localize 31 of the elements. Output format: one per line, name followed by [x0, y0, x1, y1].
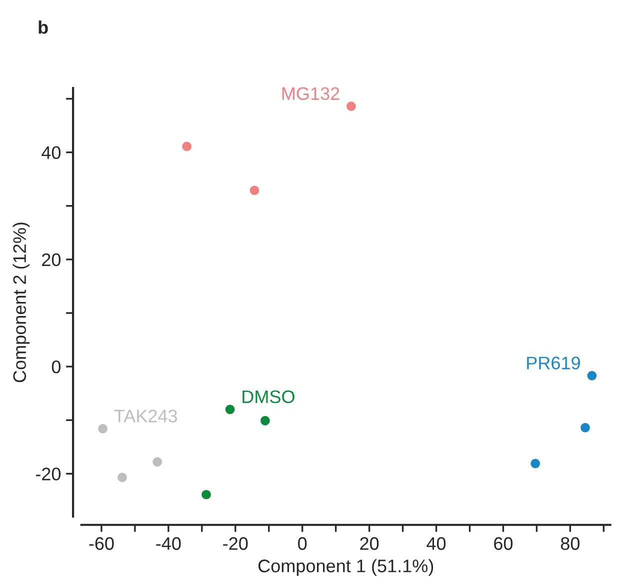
x-tick-label: -20 — [223, 537, 248, 550]
y-tick-label: 0 — [52, 360, 61, 374]
x-tick-label: 0 — [298, 537, 307, 550]
series-label: PR619 — [527, 356, 580, 370]
chart-title: b — [38, 20, 48, 34]
x-axis-title: Component 1 (51.1%) — [258, 559, 434, 576]
point — [587, 371, 597, 380]
point — [530, 458, 540, 468]
x-tick-label: 40 — [426, 537, 446, 550]
point — [152, 457, 162, 467]
x-tick-label: -60 — [89, 537, 114, 550]
y-tick-label: 40 — [42, 146, 61, 160]
series-label: MG132 — [282, 87, 340, 100]
series-label: TAK243 — [114, 410, 178, 422]
x-tick-label: 60 — [494, 537, 513, 550]
x-tick-label: 80 — [560, 537, 580, 550]
x-tick-label: 20 — [360, 537, 379, 550]
y-tick-label: -20 — [36, 468, 61, 480]
series-label: DMSO — [242, 390, 294, 404]
x-tick-label: -40 — [156, 537, 181, 550]
point — [250, 186, 260, 196]
point — [580, 422, 590, 432]
point — [346, 102, 356, 111]
y-tick-label: 20 — [42, 253, 61, 266]
point — [182, 142, 192, 152]
point — [202, 490, 211, 500]
point — [98, 424, 108, 434]
point — [260, 416, 270, 426]
point — [225, 404, 235, 414]
y-axis-title: Component 2 (12%) — [12, 222, 30, 382]
point — [118, 472, 127, 482]
